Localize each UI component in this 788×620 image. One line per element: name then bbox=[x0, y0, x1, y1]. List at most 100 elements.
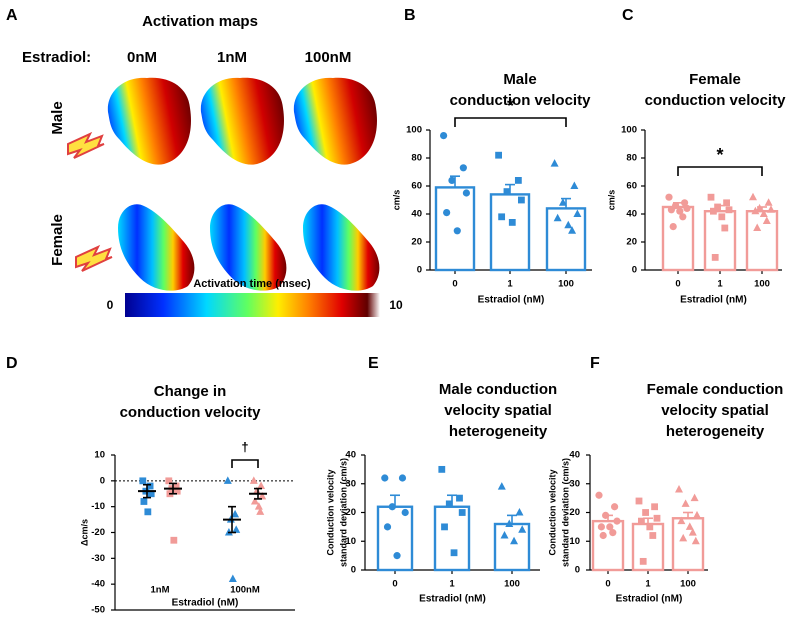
data-point bbox=[685, 522, 694, 530]
y-tick-label: 60 bbox=[411, 181, 422, 192]
data-point bbox=[250, 497, 259, 505]
panel-title: Activation maps bbox=[142, 13, 258, 30]
row-title: Male bbox=[49, 101, 66, 134]
y-tick-label: 20 bbox=[411, 237, 422, 248]
data-point bbox=[495, 151, 502, 159]
significance-bracket bbox=[231, 459, 259, 468]
panel-letter: A bbox=[6, 7, 18, 24]
data-point bbox=[140, 498, 148, 505]
data-point bbox=[653, 514, 661, 522]
data-point bbox=[515, 508, 524, 516]
y-tick-label: 0 bbox=[575, 565, 580, 576]
chart-title: conduction velocity bbox=[450, 92, 592, 109]
data-point bbox=[558, 198, 567, 206]
y-tick-label: 60 bbox=[626, 181, 637, 192]
data-point bbox=[514, 177, 522, 184]
x-tick-label: 100 bbox=[558, 279, 574, 290]
data-point bbox=[456, 494, 463, 502]
panel-letter: C bbox=[622, 7, 634, 24]
data-point bbox=[693, 510, 701, 519]
data-point bbox=[675, 485, 683, 493]
data-point bbox=[249, 476, 258, 484]
y-axis-label: standard deviation (cm/s) bbox=[560, 458, 570, 567]
data-point bbox=[573, 209, 582, 217]
data-point bbox=[665, 193, 673, 201]
data-point bbox=[751, 206, 760, 215]
y-tick-label: -10 bbox=[91, 501, 105, 512]
data-point bbox=[553, 213, 562, 222]
data-point bbox=[165, 477, 173, 485]
data-point bbox=[649, 532, 657, 539]
x-tick-label: 0 bbox=[392, 579, 397, 590]
data-point bbox=[710, 207, 717, 215]
bar bbox=[631, 522, 665, 572]
data-point bbox=[635, 497, 643, 505]
data-point bbox=[613, 517, 621, 525]
data-point bbox=[144, 508, 152, 516]
x-axis-label: Estradiol (nM) bbox=[419, 594, 486, 605]
data-point bbox=[518, 525, 527, 533]
data-point bbox=[231, 509, 240, 518]
y-tick-label: 0 bbox=[100, 475, 105, 486]
y-axis-label: standard deviation (cm/s) bbox=[338, 458, 348, 567]
y-tick-label: 40 bbox=[626, 209, 637, 220]
data-point bbox=[445, 500, 453, 508]
data-point bbox=[676, 207, 684, 215]
significance-bracket bbox=[454, 117, 567, 127]
data-point bbox=[438, 465, 446, 473]
column-label: 100nM bbox=[305, 49, 352, 66]
data-point bbox=[714, 203, 721, 211]
data-point bbox=[651, 503, 658, 511]
data-point bbox=[146, 482, 154, 490]
data-point bbox=[450, 549, 458, 557]
data-point bbox=[755, 203, 764, 212]
chart-title: velocity spatial bbox=[444, 402, 552, 419]
bar bbox=[703, 209, 737, 272]
bar bbox=[376, 505, 414, 572]
data-point bbox=[597, 523, 606, 531]
data-point bbox=[173, 487, 181, 495]
panel-letter: F bbox=[590, 355, 600, 372]
data-point bbox=[570, 181, 579, 189]
y-tick-label: 0 bbox=[417, 265, 422, 276]
y-tick-label: 30 bbox=[345, 478, 356, 489]
data-point bbox=[711, 254, 719, 261]
map-image bbox=[303, 204, 380, 291]
y-tick-label: 80 bbox=[626, 153, 637, 164]
data-point bbox=[646, 523, 654, 531]
data-point bbox=[383, 523, 392, 531]
x-tick-label: 100 bbox=[754, 279, 770, 290]
map-image bbox=[200, 77, 284, 165]
data-point bbox=[639, 557, 647, 565]
colorbar-label: Activation time (msec) bbox=[193, 278, 311, 290]
data-point bbox=[440, 132, 448, 140]
y-tick-label: 40 bbox=[345, 450, 356, 461]
y-tick-label: 0 bbox=[632, 265, 637, 276]
panel-letter: E bbox=[368, 355, 379, 372]
chart-title: heterogeneity bbox=[666, 423, 765, 440]
x-tick-label: 100 bbox=[504, 579, 520, 590]
chart-title: conduction velocity bbox=[120, 404, 262, 421]
data-point bbox=[448, 176, 456, 184]
y-tick-label: 20 bbox=[345, 507, 356, 518]
chart-title: Male conduction bbox=[439, 381, 557, 398]
y-tick-label: 30 bbox=[569, 478, 580, 489]
data-point bbox=[252, 486, 261, 495]
y-tick-label: 40 bbox=[411, 209, 422, 220]
data-point bbox=[677, 516, 686, 525]
chart-title: Female conduction bbox=[647, 381, 784, 398]
y-tick-label: 20 bbox=[569, 507, 580, 518]
bar bbox=[661, 205, 695, 272]
chart-title: Female bbox=[689, 71, 741, 88]
y-tick-label: -20 bbox=[91, 527, 105, 538]
data-point bbox=[723, 199, 730, 207]
significance-bracket bbox=[677, 166, 763, 176]
bar bbox=[745, 209, 779, 272]
x-tick-label: 1 bbox=[507, 279, 513, 290]
chart-title: Change in bbox=[154, 383, 227, 400]
data-point bbox=[256, 507, 265, 515]
y-tick-label: -50 bbox=[91, 605, 105, 616]
y-tick-label: 0 bbox=[351, 565, 356, 576]
data-point bbox=[564, 220, 573, 229]
y-axis-label: Δcm/s bbox=[79, 519, 89, 546]
